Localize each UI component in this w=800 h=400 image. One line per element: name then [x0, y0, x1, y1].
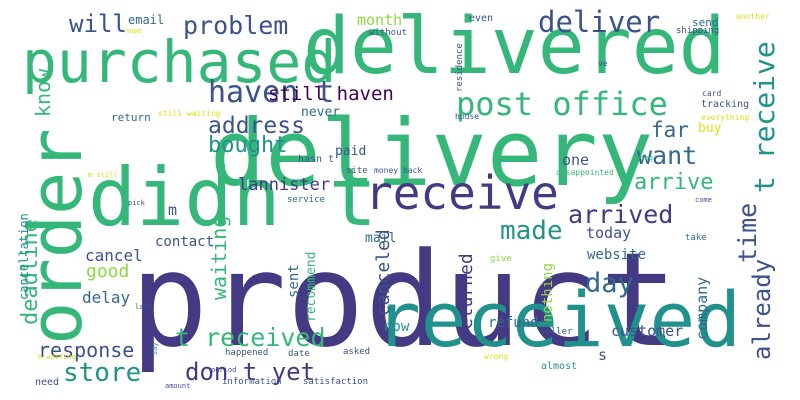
word-another: another — [736, 12, 770, 21]
word-lack: lack — [135, 303, 152, 311]
word-mail: mail — [365, 231, 397, 246]
word-already: already — [748, 258, 776, 360]
word-without: without — [369, 28, 407, 38]
word-pick: pick — [128, 199, 145, 207]
word-sent: sent — [286, 264, 302, 298]
word-deliver: deliver — [538, 5, 661, 39]
word-made: made — [500, 216, 563, 246]
word-recommend: recommend — [304, 251, 319, 322]
word-come: come — [695, 196, 712, 204]
word-t-receive: t receive — [748, 41, 781, 193]
word-time: time — [733, 202, 762, 263]
word-problem: problem — [183, 11, 289, 40]
word-disappointed: disappointed — [556, 168, 614, 177]
word-information: information — [222, 377, 282, 387]
word-wrong: wrong — [484, 352, 509, 361]
word-buy: buy — [698, 121, 722, 136]
word-even: even — [469, 13, 494, 24]
word-s: s — [598, 346, 608, 364]
word-paid: paid — [335, 144, 367, 159]
word-cancel: cancel — [85, 246, 143, 265]
word-m-still: m still — [88, 171, 118, 179]
word-seller: seller — [540, 327, 573, 337]
word-refund: refund — [488, 315, 539, 331]
word-day: day — [585, 268, 634, 299]
word-email: email — [128, 13, 165, 27]
word-date: date — [288, 349, 310, 359]
word-haven-t: haven t — [208, 75, 335, 110]
word-response: response — [38, 338, 135, 362]
word-arrived: arrived — [568, 200, 674, 229]
word-post-office: post office — [456, 85, 668, 123]
word-didn-t: didn t — [88, 151, 377, 244]
word-month: month — [357, 11, 403, 29]
word-bought: bought — [208, 133, 288, 158]
word-company: company — [693, 276, 711, 340]
word-happened: happened — [225, 348, 269, 358]
word-almost: almost — [541, 361, 578, 372]
word-far: far — [651, 118, 689, 142]
word-never: never — [301, 105, 341, 120]
word-receive: receive — [365, 166, 559, 220]
word-don-t-yet: don t yet — [185, 358, 316, 386]
word-site: site — [346, 166, 368, 176]
word-still-haven: still haven — [268, 83, 394, 105]
word-today: today — [586, 224, 632, 242]
word-service: service — [287, 195, 325, 205]
word-money-back: money back — [374, 166, 423, 175]
word-know: know — [31, 68, 55, 117]
word-purchased: purchased — [22, 28, 337, 96]
word-residence: residence — [455, 43, 465, 92]
word-received: received — [375, 275, 742, 364]
word-delay: delay — [82, 288, 131, 307]
word-satisfaction: satisfaction — [303, 377, 369, 387]
word-bad: bad — [171, 275, 184, 283]
word-house: house — [455, 112, 480, 121]
word-say: say — [151, 342, 159, 355]
word-t-received: t received — [175, 323, 326, 352]
word-m: m — [168, 201, 178, 219]
word-period: period — [211, 366, 237, 374]
word-card: card — [702, 89, 722, 98]
word-m-waiting: m waiting — [38, 353, 76, 361]
word-ve: ve — [598, 59, 608, 68]
word-website: website — [587, 247, 647, 263]
word-returned: returned — [456, 253, 477, 340]
word-address: address — [208, 113, 305, 139]
word-hasn-t: hasn t — [298, 154, 335, 165]
word-give: give — [490, 254, 512, 264]
word-shipping: shipping — [676, 26, 720, 36]
word-return: return — [111, 111, 151, 124]
word-asked: asked — [343, 347, 371, 357]
word-send: send — [692, 16, 719, 29]
word-now: now — [384, 319, 410, 335]
word-delivery: delivery — [210, 100, 654, 207]
word-amount: amount — [165, 382, 191, 390]
word-tracking: tracking — [701, 99, 750, 110]
word-product: product — [130, 224, 678, 376]
word-one: one — [562, 151, 590, 169]
word-arrive: arrive — [634, 170, 714, 195]
word-good: good — [86, 261, 130, 282]
word-waiting: waiting — [207, 215, 231, 300]
word-everything: everything — [701, 113, 750, 122]
word-delivered: delivered — [303, 2, 726, 92]
word-going: going — [632, 154, 654, 162]
word-want: want — [637, 141, 698, 170]
word-need: need — [35, 377, 60, 388]
word-take: take — [685, 233, 707, 243]
word-lannister: lannister — [238, 175, 331, 195]
word-will: will — [69, 10, 127, 38]
word-customer: customer — [611, 322, 684, 340]
word-still-waiting: still waiting — [158, 109, 221, 118]
word-nothing: nothing — [540, 262, 556, 322]
word-store: store — [63, 358, 142, 388]
word-contact: contact — [155, 234, 215, 250]
word-cancellation: cancellation — [17, 213, 31, 300]
word-hope: hope — [125, 27, 142, 35]
